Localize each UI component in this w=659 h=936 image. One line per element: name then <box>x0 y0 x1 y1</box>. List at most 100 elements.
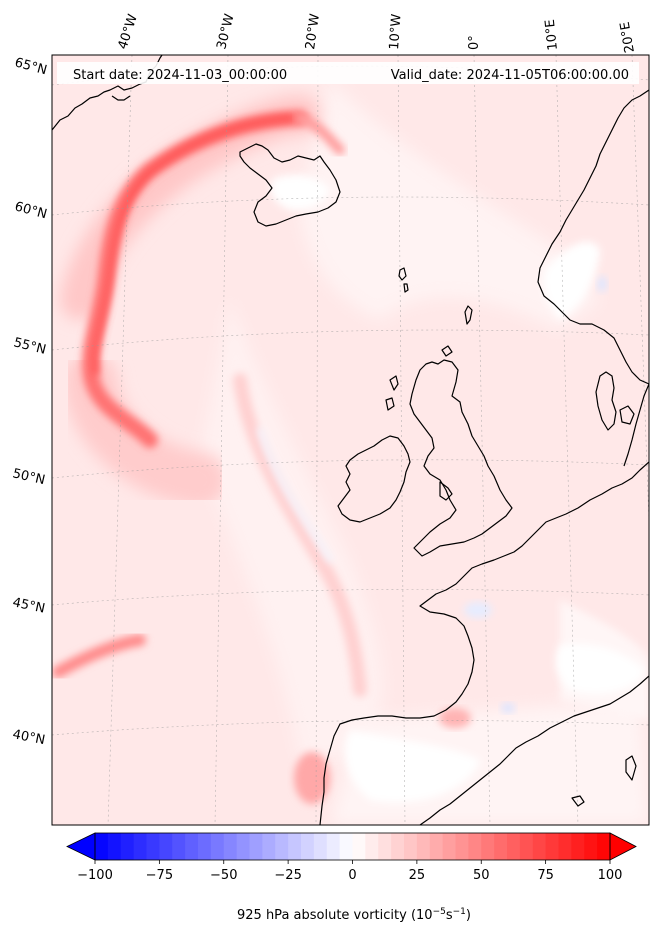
start-date-label: Start date: 2024-11-03_00:00:00 <box>73 68 287 83</box>
colorbar-band <box>301 833 315 860</box>
lon-label-0: 0° <box>467 35 482 50</box>
colorbar-band <box>519 833 534 860</box>
colorbar-band <box>378 833 392 860</box>
orkney-islands <box>441 345 453 357</box>
vorticity-maximum-core <box>92 115 293 375</box>
colorbar-band <box>249 833 263 860</box>
colorbar-tick-label: 100 <box>598 868 623 883</box>
meridian-line <box>631 55 649 531</box>
colorbar-band <box>584 833 598 860</box>
lat-label-55n: 55°N <box>12 335 47 357</box>
meridian-line <box>555 55 579 825</box>
meridian-line <box>107 55 133 825</box>
colorbar-band <box>326 833 341 860</box>
corsica-sardinia <box>625 755 637 781</box>
lat-label-60n: 60°N <box>13 199 49 222</box>
colorbar-band <box>545 833 559 860</box>
latitude-labels: 65°N 60°N 55°N 50°N 45°N 40°N <box>11 55 48 748</box>
faroe-islands <box>398 267 409 293</box>
negative-vorticity-spot <box>597 276 607 292</box>
lon-label-20w: 20°W <box>303 13 323 51</box>
colorbar-title-text: 925 hPa absolute vorticity (10 <box>237 908 433 923</box>
coastlines <box>52 55 649 825</box>
colorbar-band <box>223 833 238 860</box>
colorbar-band <box>120 833 135 860</box>
longitude-labels: 40°W 30°W 20°W 10°W 0° 10°E 20°E <box>116 12 638 54</box>
colorbar-band <box>198 833 212 860</box>
colorbar-band <box>532 833 547 860</box>
colorbar-band <box>468 833 482 860</box>
colorbar-band <box>146 833 160 860</box>
lat-label-45n: 45°N <box>11 595 46 616</box>
colorbar-band <box>339 833 353 860</box>
colorbar-band <box>494 833 508 860</box>
colorbar-band <box>455 833 469 860</box>
shetland-islands <box>464 305 473 325</box>
negative-vorticity-filament <box>257 427 333 563</box>
great-britain-coast <box>409 359 513 557</box>
colorbar-band <box>391 833 405 860</box>
meridian-line <box>315 55 319 825</box>
continental-coast <box>319 461 649 825</box>
colorbar-band <box>429 833 444 860</box>
near-zero-alps <box>555 643 645 694</box>
meridian-line <box>397 55 406 825</box>
near-zero-iceland <box>270 174 330 211</box>
colorbar-tick-label: −25 <box>274 868 301 883</box>
colorbar-tick-label: 0 <box>348 868 356 883</box>
greenland-inlet <box>111 95 131 101</box>
colorbar-band <box>416 833 431 860</box>
colorbar-bands <box>95 833 611 860</box>
wales-coast <box>439 481 453 501</box>
vorticity-map <box>52 55 649 825</box>
colorbar-band <box>210 833 225 860</box>
lon-label-10e: 10°E <box>543 18 561 51</box>
colorbar-band <box>442 833 456 860</box>
vorticity-band-east <box>295 113 345 155</box>
vorticity-filament <box>233 373 367 697</box>
colorbar-band <box>262 833 276 860</box>
colorbar-max-extension <box>609 832 637 861</box>
vorticity-band-southwest <box>52 634 146 678</box>
danish-island <box>619 405 635 425</box>
colorbar-band <box>172 833 186 860</box>
colorbar-band <box>571 833 585 860</box>
colorbar-band <box>236 833 250 860</box>
colorbar-band <box>107 833 122 860</box>
colorbar-band <box>558 833 572 860</box>
lat-label-50n: 50°N <box>11 466 46 488</box>
colorbar-band <box>185 833 199 860</box>
lon-label-30w: 30°W <box>214 12 237 51</box>
colorbar-title-exp2: −1 <box>453 907 466 917</box>
lat-label-40n: 40°N <box>11 727 46 748</box>
near-zero-scandinavia <box>543 241 600 320</box>
colorbar-band <box>352 833 366 860</box>
lon-label-20e: 20°E <box>618 21 638 54</box>
colorbar-band <box>95 833 109 860</box>
denmark-coast <box>595 371 617 431</box>
negative-vorticity-spot <box>464 602 492 618</box>
colorbar-title-close: ) <box>466 908 471 923</box>
map-frame <box>51 54 650 826</box>
negative-vorticity-spot <box>501 703 515 713</box>
colorbar-band <box>288 833 302 860</box>
colorbar-title: 925 hPa absolute vorticity (10−5s−1) <box>237 907 471 923</box>
low-vorticity-area <box>300 80 600 330</box>
colorbar-band <box>404 833 418 860</box>
colorbar-band <box>597 833 611 860</box>
vorticity-spot-biscay <box>439 708 471 728</box>
header-box <box>57 62 639 84</box>
norway-coast <box>537 89 649 385</box>
vorticity-spot-iberia <box>294 752 330 804</box>
iceland-coast <box>239 143 341 227</box>
meridian-line <box>214 55 229 825</box>
ireland-coast <box>337 435 411 523</box>
meridian-line <box>473 55 491 825</box>
colorbar-band <box>365 833 379 860</box>
colorbar-ticks: −100 −75 −50 −25 0 25 50 75 100 <box>77 860 622 883</box>
colorbar-band <box>133 833 147 860</box>
colorbar-tick-label: −100 <box>77 868 113 883</box>
lon-label-40w: 40°W <box>116 12 141 51</box>
colorbar: −100 −75 −50 −25 0 25 50 75 100 925 hPa absolute… <box>66 832 637 923</box>
